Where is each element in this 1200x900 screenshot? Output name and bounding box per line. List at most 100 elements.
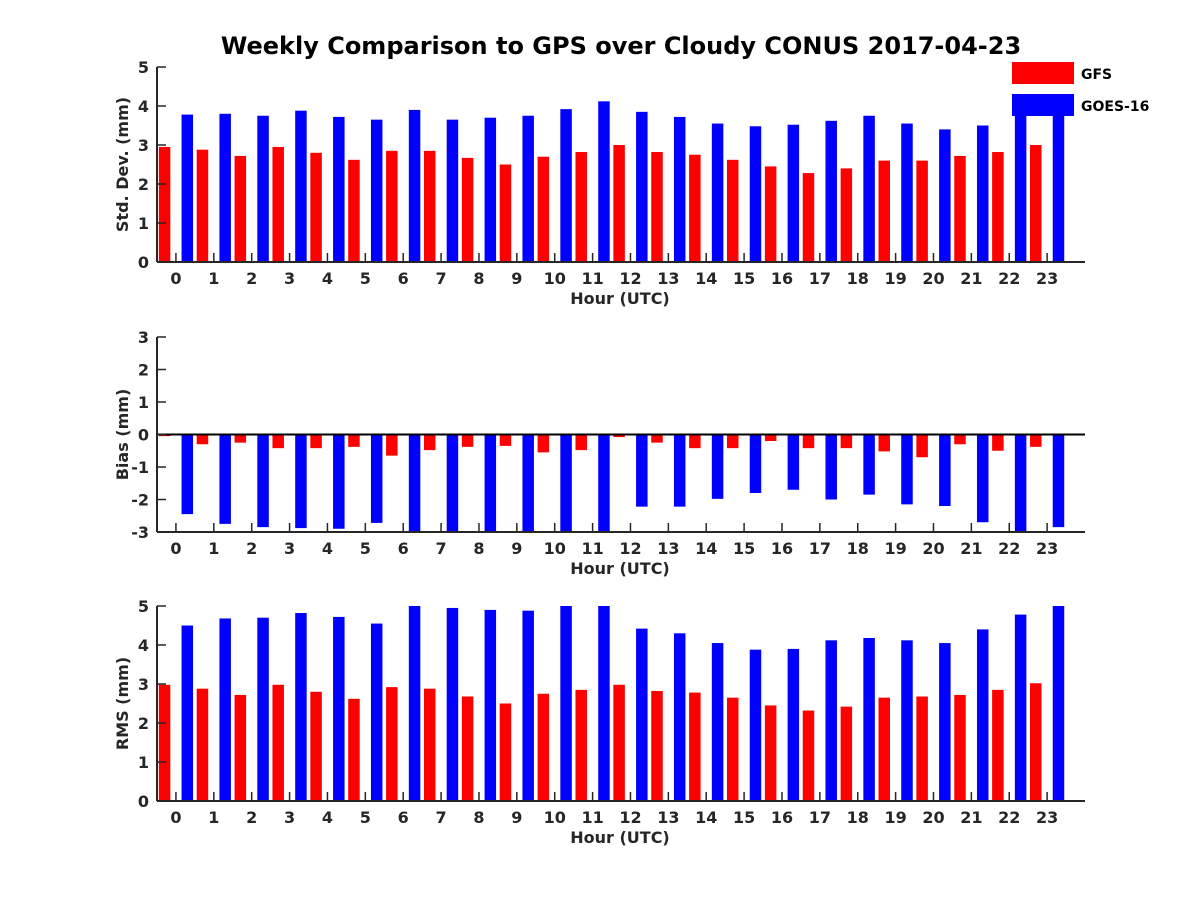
- bar: [878, 697, 890, 801]
- x-tick-label: 13: [657, 808, 679, 827]
- bar: [348, 698, 360, 801]
- x-tick-label: 23: [1036, 808, 1058, 827]
- bar: [560, 606, 572, 801]
- x-tick-label: 19: [884, 269, 906, 288]
- x-axis-label: Hour (UTC): [570, 828, 670, 847]
- bar: [878, 434, 890, 452]
- legend-label: GOES-16: [1081, 99, 1149, 115]
- bar: [522, 115, 534, 262]
- y-tick-label: -1: [131, 458, 149, 477]
- x-tick-label: 9: [511, 269, 522, 288]
- x-tick-label: 12: [619, 808, 641, 827]
- y-tick-label: 0: [138, 426, 149, 445]
- bar: [916, 160, 928, 262]
- bar: [1030, 145, 1042, 262]
- x-tick-label: 23: [1036, 269, 1058, 288]
- bar: [234, 434, 247, 443]
- x-tick-label: 6: [398, 808, 409, 827]
- bar: [310, 152, 322, 262]
- bar: [272, 434, 284, 449]
- x-tick-label: 11: [581, 808, 603, 827]
- y-tick-label: 2: [138, 175, 149, 194]
- y-tick-label: 4: [138, 636, 149, 655]
- bar: [446, 119, 459, 263]
- bar: [992, 689, 1004, 801]
- bar: [484, 609, 497, 801]
- legend: GFS GOES-16: [1012, 62, 1149, 116]
- x-tick-label: 22: [998, 539, 1020, 558]
- x-tick-label: 9: [511, 539, 522, 558]
- x-tick-label: 1: [208, 539, 219, 558]
- y-tick-label: 0: [138, 792, 149, 811]
- bar: [689, 154, 701, 262]
- bar: [560, 109, 572, 263]
- x-tick-label: 17: [809, 808, 831, 827]
- bar: [992, 152, 1004, 262]
- x-tick-label: 3: [284, 269, 295, 288]
- bar: [636, 434, 648, 507]
- x-tick-label: 12: [619, 539, 641, 558]
- bar: [976, 434, 989, 523]
- bar: [863, 115, 875, 262]
- bar: [802, 710, 815, 801]
- bar: [461, 696, 474, 801]
- x-tick-label: 1: [208, 269, 219, 288]
- bar: [181, 625, 194, 801]
- x-tick-label: 16: [771, 539, 793, 558]
- bar: [764, 705, 777, 801]
- x-tick-label: 15: [733, 269, 755, 288]
- bar: [825, 434, 837, 500]
- legend-swatch-goes-16: [1012, 94, 1074, 116]
- bar: [1014, 614, 1027, 801]
- bar: [636, 111, 648, 262]
- y-tick-label: 3: [138, 328, 149, 347]
- bar: [295, 613, 307, 801]
- bar: [901, 434, 913, 505]
- x-tick-label: 16: [771, 808, 793, 827]
- bar: [272, 146, 284, 262]
- bar: [537, 434, 550, 453]
- bar: [1030, 434, 1042, 447]
- chart-title: Weekly Comparison to GPS over Cloudy CON…: [221, 32, 1021, 60]
- y-axis-label: Bias (mm): [113, 389, 132, 481]
- bar: [598, 434, 610, 532]
- bar: [575, 689, 587, 801]
- x-tick-label: 1: [208, 808, 219, 827]
- x-tick-label: 6: [398, 269, 409, 288]
- bar: [181, 114, 194, 262]
- bar: [370, 434, 383, 523]
- bar: [499, 703, 512, 801]
- x-axis-label: Hour (UTC): [570, 559, 670, 578]
- x-tick-label: 8: [473, 539, 484, 558]
- y-tick-label: 1: [138, 753, 149, 772]
- x-tick-label: 7: [436, 539, 447, 558]
- bar: [1052, 606, 1065, 801]
- bar: [598, 101, 610, 262]
- x-tick-label: 6: [398, 539, 409, 558]
- bar: [726, 697, 739, 801]
- bar: [257, 434, 269, 528]
- x-tick-label: 7: [436, 269, 447, 288]
- bar: [272, 684, 284, 801]
- x-tick-label: 5: [360, 269, 371, 288]
- bar: [423, 688, 436, 801]
- bar: [1014, 434, 1027, 532]
- series-gfs: [158, 434, 1042, 458]
- y-tick-label: 2: [138, 361, 149, 380]
- bar: [673, 116, 686, 262]
- bar: [764, 434, 777, 441]
- bar: [954, 694, 966, 801]
- bar: [348, 434, 360, 447]
- bar: [423, 434, 436, 451]
- x-tick-label: 12: [619, 269, 641, 288]
- bar: [522, 434, 534, 532]
- bar: [560, 434, 572, 532]
- bar: [863, 434, 875, 495]
- bar: [787, 434, 800, 490]
- bar: [196, 149, 209, 262]
- bar: [295, 110, 307, 263]
- x-tick-label: 20: [922, 539, 944, 558]
- y-tick-label: 3: [138, 675, 149, 694]
